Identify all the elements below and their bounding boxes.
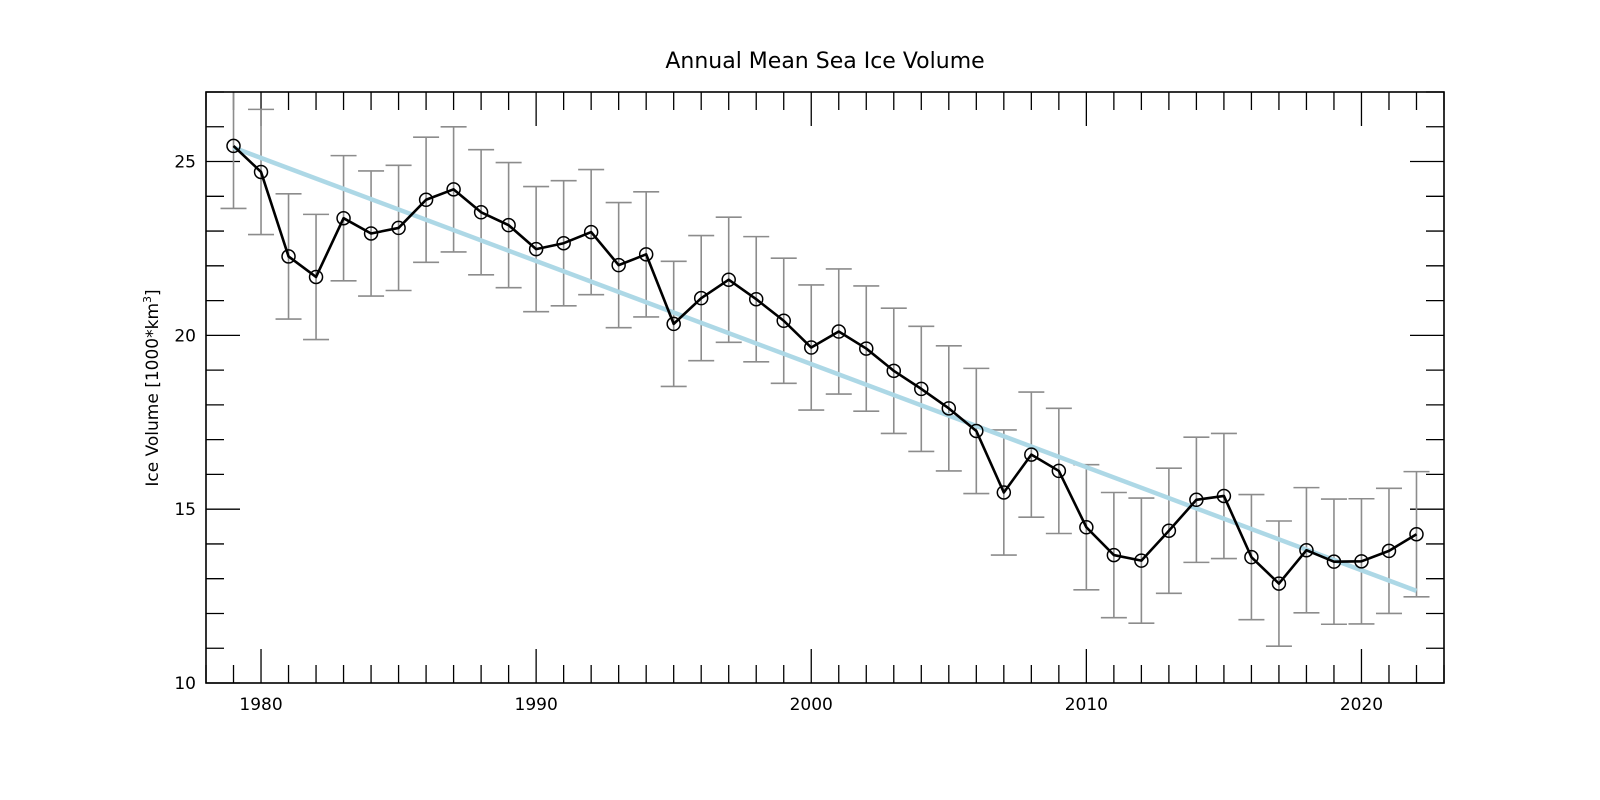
axis-ticks: [205, 91, 1445, 684]
data-point: [1051, 463, 1067, 479]
data-point: [501, 217, 516, 233]
data-point: [583, 224, 599, 240]
y-tick-label: 15: [174, 500, 196, 520]
data-point: [363, 226, 379, 241]
x-tick-label: 2020: [1340, 695, 1383, 715]
chart-title: Annual Mean Sea Ice Volume: [665, 49, 984, 74]
data-point: [941, 401, 957, 416]
y-tick-label: 20: [174, 326, 196, 346]
x-tick-label: 1980: [239, 695, 282, 715]
data-point: [831, 324, 847, 339]
y-axis-label-superscript: 3: [141, 296, 154, 303]
y-axis-label-main: Ice Volume [1000*km: [143, 303, 163, 487]
data-point: [666, 316, 681, 332]
trend-line: [232, 145, 1418, 593]
data-point: [1134, 553, 1149, 568]
data-point: [1354, 554, 1369, 569]
y-tick-label: 10: [174, 674, 196, 694]
data-point: [473, 205, 489, 220]
data-point: [1189, 492, 1204, 508]
data-point: [1024, 447, 1039, 462]
data-point: [226, 138, 241, 154]
x-tick-label: 2000: [790, 695, 833, 715]
data-point: [886, 363, 902, 379]
data-point: [859, 341, 874, 356]
data-point: [1299, 542, 1314, 558]
data-point: [748, 291, 764, 307]
plot-frame: [205, 91, 1445, 684]
data-point: [1161, 523, 1177, 538]
data-point: [308, 269, 324, 285]
axis-tick-labels: 1980 1990 2000 2010 2020 10 15 20 25: [174, 153, 1383, 715]
data-point: [281, 249, 296, 264]
y-tick-label: 25: [174, 153, 196, 173]
data-point: [803, 340, 819, 355]
data-point: [1106, 547, 1122, 563]
data-series-group: [226, 138, 1424, 591]
data-point: [1079, 520, 1094, 535]
data-point: [418, 192, 434, 208]
trend-line-group: [232, 145, 1418, 593]
error-bars: [220, 92, 1430, 647]
data-point: [721, 272, 736, 287]
data-point: [611, 257, 626, 273]
x-tick-label: 2010: [1065, 695, 1108, 715]
data-point: [446, 182, 461, 197]
data-point: [914, 381, 929, 397]
x-tick-label: 1990: [515, 695, 558, 715]
data-point: [776, 313, 791, 329]
y-axis-label: Ice Volume [1000*km3]: [141, 289, 163, 486]
data-line: [232, 144, 1418, 585]
data-point: [1244, 549, 1259, 565]
data-point: [253, 164, 269, 180]
data-point: [528, 241, 544, 257]
data-point: [1271, 576, 1287, 591]
data-point: [1326, 554, 1342, 569]
data-point: [556, 235, 571, 251]
y-axis-label-suffix: ]: [143, 289, 163, 296]
data-point: [693, 290, 709, 306]
data-point: [1216, 488, 1232, 504]
data-point: [336, 210, 351, 226]
data-point: [391, 220, 406, 236]
data-point: [1381, 543, 1397, 559]
data-point: [969, 423, 984, 439]
data-point: [996, 485, 1012, 500]
data-point: [638, 247, 654, 262]
data-point: [1409, 526, 1424, 542]
